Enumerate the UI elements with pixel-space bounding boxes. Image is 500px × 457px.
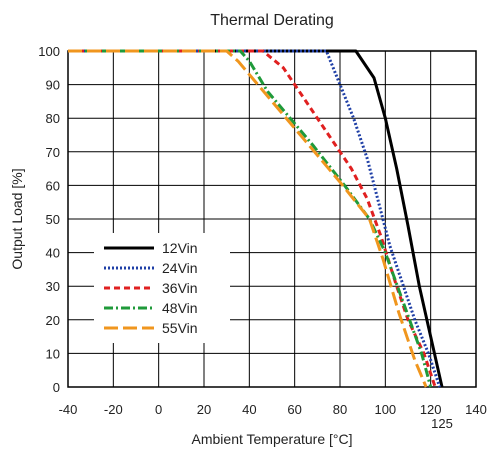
x-tick-label: 0 bbox=[155, 402, 162, 417]
series-line-24vin bbox=[68, 49, 442, 388]
series-line-48vin bbox=[68, 49, 433, 388]
series-line-12vin bbox=[68, 49, 444, 388]
y-tick-label: 70 bbox=[46, 145, 60, 160]
x-axis-label: Ambient Temperature [°C] bbox=[192, 431, 353, 447]
chart-title: Thermal Derating bbox=[210, 12, 334, 29]
legend-label-55vin: 55Vin bbox=[162, 320, 198, 336]
x-tick-labels: -40 -20 0 20 40 60 80 100 120 140 125 bbox=[59, 402, 487, 431]
x-tick-label: 100 bbox=[374, 402, 396, 417]
legend-label-48vin: 48Vin bbox=[162, 300, 198, 316]
y-tick-label: 0 bbox=[53, 380, 60, 395]
y-tick-label: 40 bbox=[46, 246, 60, 261]
x-tick-label: -20 bbox=[104, 402, 123, 417]
y-tick-label: 60 bbox=[46, 178, 60, 193]
x-tick-label: 140 bbox=[465, 402, 487, 417]
legend-label-12vin: 12Vin bbox=[162, 240, 198, 256]
y-tick-labels: 0 10 20 30 40 50 60 70 80 90 100 bbox=[38, 44, 60, 395]
y-axis-label: Output Load [%] bbox=[9, 168, 25, 269]
y-tick-label: 80 bbox=[46, 111, 60, 126]
x-tick-label: -40 bbox=[59, 402, 78, 417]
x-tick-label-extra: 125 bbox=[431, 416, 453, 431]
legend-label-24vin: 24Vin bbox=[162, 260, 198, 276]
legend-label-36vin: 36Vin bbox=[162, 280, 198, 296]
y-tick-label: 100 bbox=[38, 44, 60, 59]
y-tick-label: 50 bbox=[46, 212, 60, 227]
x-tick-label: 20 bbox=[197, 402, 211, 417]
series-line-55vin bbox=[68, 49, 428, 388]
y-tick-label: 30 bbox=[46, 279, 60, 294]
y-tick-label: 10 bbox=[46, 346, 60, 361]
series-layer bbox=[68, 49, 444, 388]
x-tick-label: 80 bbox=[333, 402, 347, 417]
y-tick-label: 90 bbox=[46, 78, 60, 93]
x-tick-label: 60 bbox=[287, 402, 301, 417]
legend: 12Vin 24Vin 36Vin 48Vin 55Vin bbox=[94, 233, 230, 343]
x-tick-label: 120 bbox=[420, 402, 442, 417]
x-tick-label: 40 bbox=[242, 402, 256, 417]
y-tick-label: 20 bbox=[46, 313, 60, 328]
